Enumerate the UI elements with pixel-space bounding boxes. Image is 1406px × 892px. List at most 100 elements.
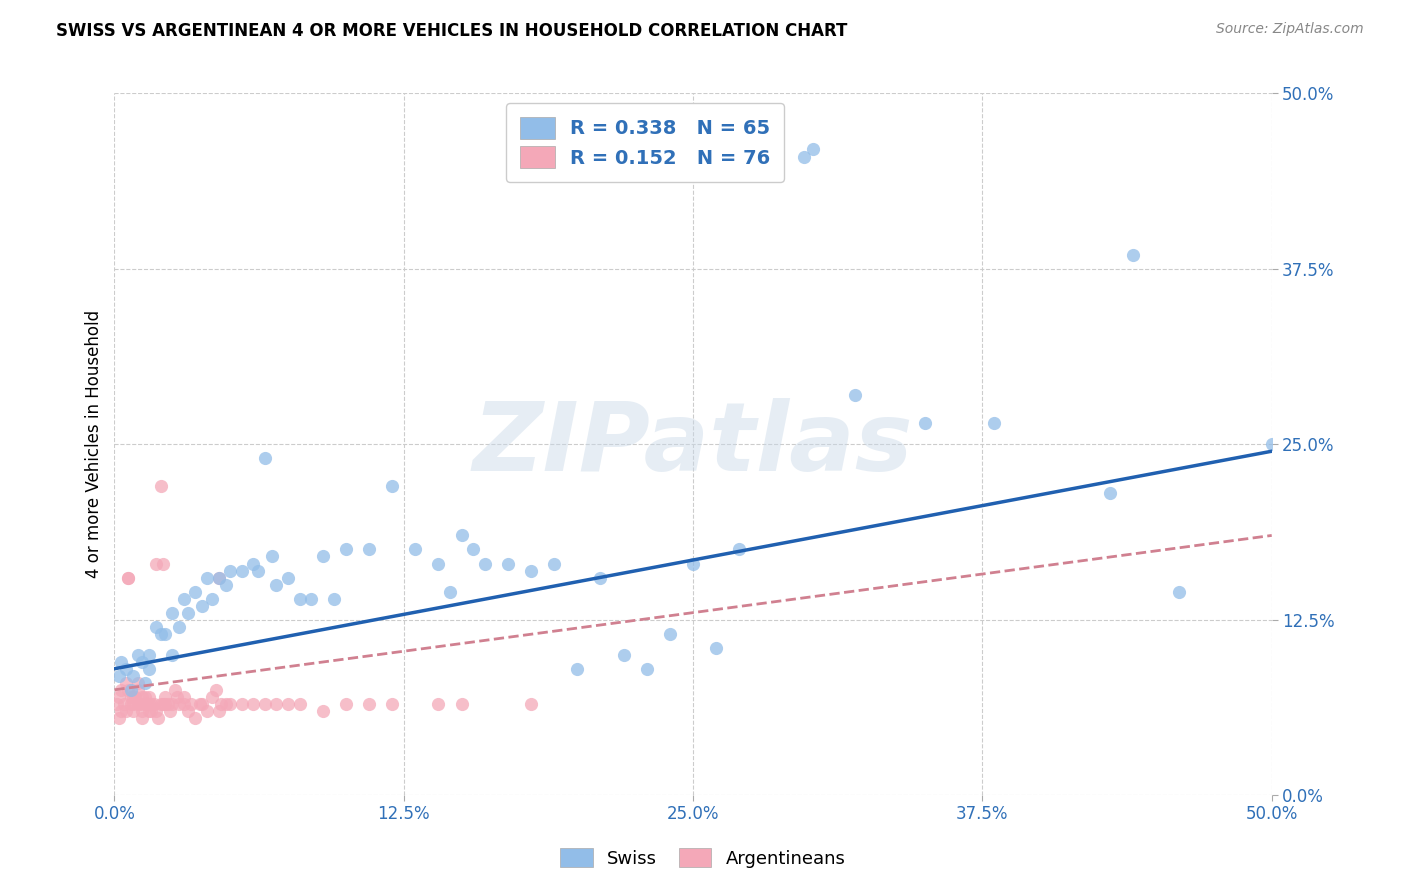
Point: [201, 591, 224, 606]
Point: [117, 570, 139, 584]
Point: [155, 697, 177, 711]
Point: [167, 620, 190, 634]
Point: [138, 662, 160, 676]
Point: [242, 557, 264, 571]
Point: [141, 704, 163, 718]
Point: [231, 697, 253, 711]
Point: [207, 570, 229, 584]
Point: [138, 690, 160, 704]
Point: [156, 697, 179, 711]
Point: [427, 697, 450, 711]
Point: [496, 557, 519, 571]
Point: [131, 690, 153, 704]
Point: [357, 697, 380, 711]
Point: [134, 675, 156, 690]
Point: [335, 697, 357, 711]
Point: [844, 388, 866, 402]
Point: [159, 704, 181, 718]
Point: [149, 697, 172, 711]
Point: [299, 591, 322, 606]
Point: [266, 697, 288, 711]
Point: [474, 557, 496, 571]
Point: [127, 697, 149, 711]
Legend: R = 0.338   N = 65, R = 0.152   N = 76: R = 0.338 N = 65, R = 0.152 N = 76: [506, 103, 785, 182]
Point: [162, 697, 184, 711]
Point: [803, 143, 825, 157]
Point: [162, 648, 184, 662]
Point: [127, 675, 149, 690]
Point: [323, 591, 346, 606]
Point: [427, 557, 450, 571]
Point: [141, 697, 163, 711]
Point: [704, 640, 727, 655]
Point: [1122, 248, 1144, 262]
Point: [177, 704, 200, 718]
Point: [108, 711, 131, 725]
Point: [246, 564, 269, 578]
Point: [209, 697, 232, 711]
Point: [110, 655, 132, 669]
Point: [138, 704, 160, 718]
Point: [142, 697, 165, 711]
Point: [658, 626, 681, 640]
Point: [450, 528, 472, 542]
Point: [128, 697, 150, 711]
Point: [450, 697, 472, 711]
Point: [180, 697, 202, 711]
Point: [520, 564, 543, 578]
Point: [124, 690, 146, 704]
Point: [127, 648, 149, 662]
Point: [266, 577, 288, 591]
Point: [335, 542, 357, 557]
Point: [131, 704, 153, 718]
Point: [134, 690, 156, 704]
Point: [162, 606, 184, 620]
Point: [173, 591, 195, 606]
Point: [122, 697, 145, 711]
Point: [145, 557, 167, 571]
Point: [163, 682, 186, 697]
Point: [108, 669, 131, 683]
Point: [148, 711, 170, 725]
Point: [145, 620, 167, 634]
Point: [242, 697, 264, 711]
Point: [253, 451, 276, 466]
Y-axis label: 4 or more Vehicles in Household: 4 or more Vehicles in Household: [86, 310, 103, 578]
Point: [138, 697, 160, 711]
Point: [543, 557, 565, 571]
Point: [167, 697, 190, 711]
Point: [120, 682, 142, 697]
Point: [127, 682, 149, 697]
Point: [112, 697, 135, 711]
Point: [184, 711, 207, 725]
Point: [381, 479, 404, 493]
Point: [115, 704, 138, 718]
Point: [152, 697, 174, 711]
Point: [214, 697, 236, 711]
Point: [152, 557, 174, 571]
Point: [205, 682, 228, 697]
Point: [135, 697, 157, 711]
Point: [122, 669, 145, 683]
Point: [277, 570, 299, 584]
Text: ZIPatlas: ZIPatlas: [472, 398, 914, 491]
Point: [115, 662, 138, 676]
Point: [149, 626, 172, 640]
Point: [191, 697, 214, 711]
Point: [105, 697, 128, 711]
Point: [149, 479, 172, 493]
Point: [404, 542, 426, 557]
Point: [463, 542, 485, 557]
Point: [1168, 584, 1191, 599]
Point: [122, 690, 145, 704]
Point: [613, 648, 636, 662]
Point: [155, 690, 177, 704]
Point: [567, 662, 589, 676]
Point: [312, 704, 335, 718]
Point: [177, 606, 200, 620]
Point: [138, 648, 160, 662]
Point: [288, 697, 311, 711]
Point: [173, 697, 195, 711]
Point: [728, 542, 751, 557]
Point: [131, 711, 153, 725]
